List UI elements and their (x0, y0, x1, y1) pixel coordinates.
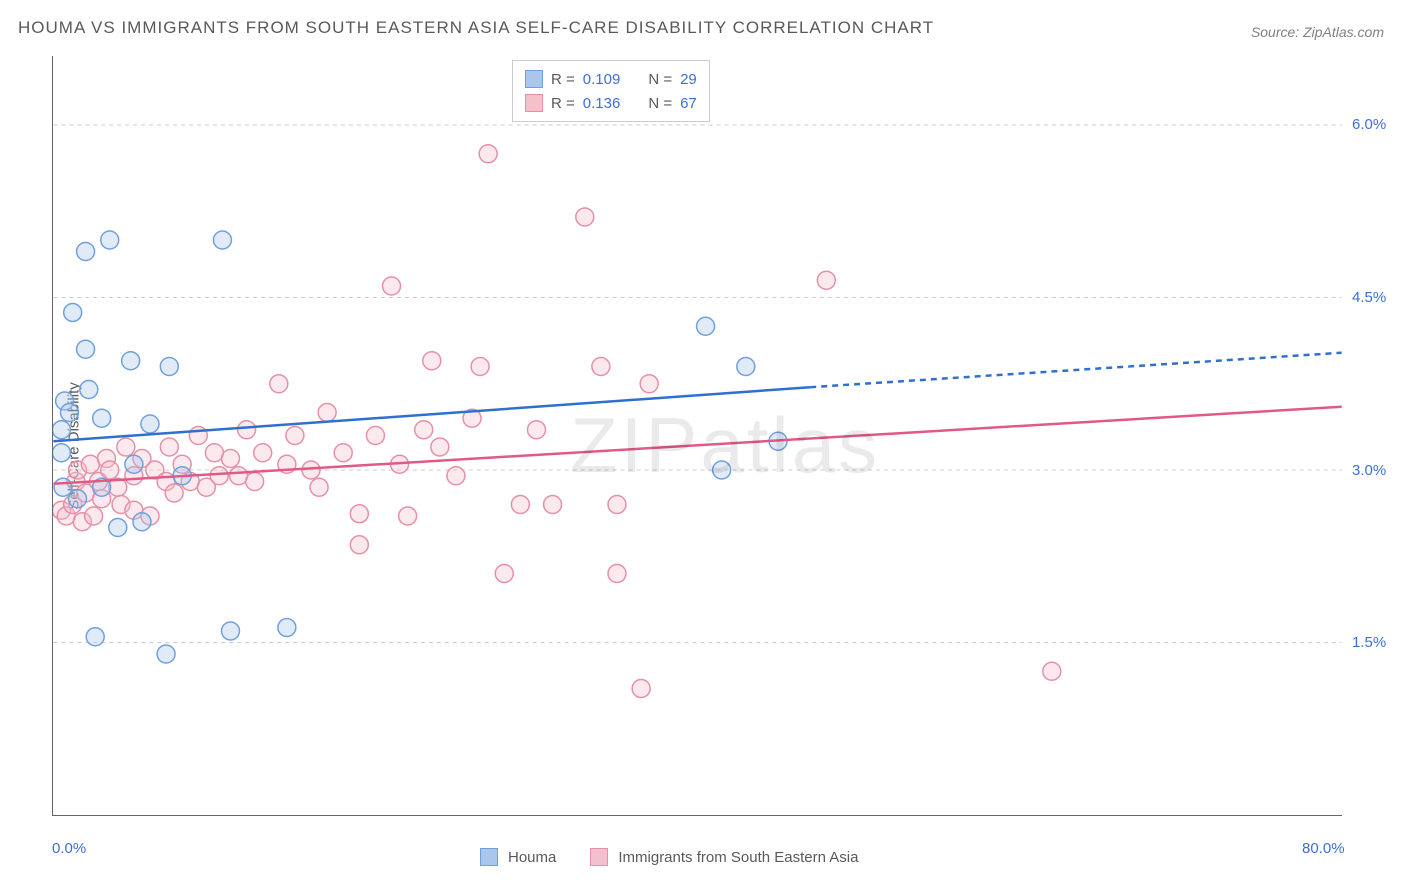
series-b-label: Immigrants from South Eastern Asia (618, 849, 858, 866)
y-tick-label: 4.5% (1352, 289, 1386, 306)
y-tick-label: 6.0% (1352, 116, 1386, 133)
n-value-b: 67 (680, 95, 697, 112)
chart-title: HOUMA VS IMMIGRANTS FROM SOUTH EASTERN A… (18, 18, 934, 38)
x-tick-label: 80.0% (1302, 840, 1345, 857)
y-tick-label: 1.5% (1352, 634, 1386, 651)
series-a-label: Houma (508, 849, 556, 866)
legend-stats-box: R = 0.109 N = 29 R = 0.136 N = 67 (512, 60, 710, 122)
x-tick-label: 0.0% (52, 840, 86, 857)
r-label: R = (551, 71, 575, 88)
r-value-b: 0.136 (583, 95, 621, 112)
scatter-plot (52, 56, 1342, 816)
r-label: R = (551, 95, 575, 112)
legend-row-a: R = 0.109 N = 29 (525, 67, 697, 91)
swatch-a (480, 848, 498, 866)
swatch-b (590, 848, 608, 866)
chart-container: HOUMA VS IMMIGRANTS FROM SOUTH EASTERN A… (0, 0, 1406, 892)
y-tick-label: 3.0% (1352, 462, 1386, 479)
r-value-a: 0.109 (583, 71, 621, 88)
source-label: Source: ZipAtlas.com (1251, 24, 1384, 40)
swatch-a (525, 70, 543, 88)
legend-row-b: R = 0.136 N = 67 (525, 91, 697, 115)
n-label: N = (648, 95, 672, 112)
swatch-b (525, 94, 543, 112)
n-label: N = (648, 71, 672, 88)
legend-bottom: Houma Immigrants from South Eastern Asia (480, 848, 858, 866)
n-value-a: 29 (680, 71, 697, 88)
